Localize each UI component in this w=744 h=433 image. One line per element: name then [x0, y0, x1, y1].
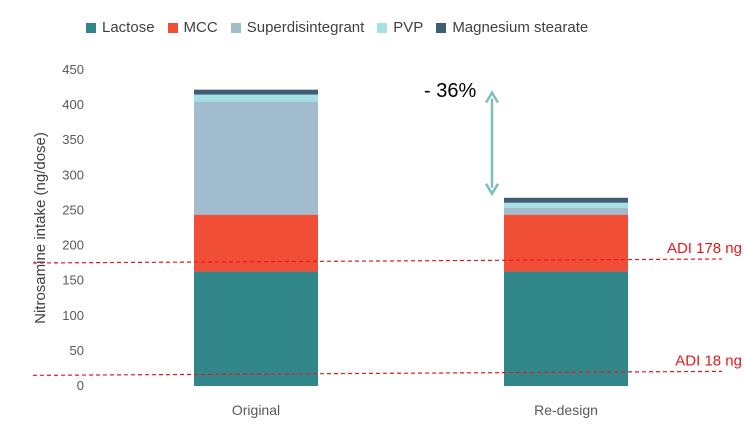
bar-segment-pvp-re-design	[504, 202, 628, 208]
legend-label: MCC	[183, 19, 218, 36]
legend-label: Superdisintegrant	[246, 19, 365, 36]
bar-segment-mcc-re-design	[504, 214, 628, 272]
reduction-arrow-head-top	[484, 90, 500, 104]
y-tick-label: 450	[62, 62, 84, 77]
legend-item-pvp: PVP	[377, 19, 423, 36]
legend-swatch	[436, 22, 447, 33]
reduction-arrow-head-bottom	[484, 183, 500, 197]
y-tick-label: 50	[70, 343, 84, 358]
legend-label: Magnesium stearate	[452, 19, 589, 36]
y-tick-label: 100	[62, 308, 84, 323]
legend-label: PVP	[393, 19, 424, 36]
legend-swatch	[230, 22, 241, 33]
bar-segment-superdisintegrant-re-design	[504, 207, 628, 215]
legend: Lactose MCC Superdisintegrant PVP Magnesium …	[86, 19, 601, 36]
x-category-label: Re-design	[534, 402, 598, 418]
bar-segment-superdisintegrant-original	[194, 101, 318, 215]
bar-segment-mcc-original	[194, 214, 318, 272]
bar-segment-pvp-original	[194, 94, 318, 102]
legend-item-lactose: Lactose	[86, 19, 155, 36]
bar-segment-magnesium-stearate-original	[194, 89, 318, 95]
legend-item-magnesium-stearate: Magnesium stearate	[436, 19, 588, 36]
y-tick-label: 300	[62, 167, 84, 182]
bar-segment-magnesium-stearate-re-design	[504, 197, 628, 203]
x-category-label: Original	[232, 402, 280, 418]
legend-label: Lactose	[102, 19, 155, 36]
legend-item-superdisintegrant: Superdisintegrant	[230, 19, 365, 36]
legend-swatch	[167, 22, 178, 33]
legend-item-mcc: MCC	[167, 19, 218, 36]
reference-line-label: ADI 178 ng	[667, 240, 742, 257]
y-tick-label: 0	[77, 378, 84, 393]
y-tick-label: 150	[62, 273, 84, 288]
y-tick-label: 400	[62, 97, 84, 112]
y-tick-label: 350	[62, 132, 84, 147]
reduction-annotation: - 36%	[424, 80, 476, 102]
legend-swatch	[86, 22, 96, 33]
bar-segment-lactose-re-design	[504, 271, 628, 386]
y-axis-label: Nitrosamine intake (ng/dose)	[32, 132, 49, 324]
reference-line-adi-18-ng	[32, 370, 723, 376]
bar-segment-lactose-original	[194, 271, 318, 386]
y-tick-label: 200	[62, 238, 84, 253]
reference-line-adi-178-ng	[32, 258, 723, 264]
reference-line-label: ADI 18 ng	[675, 352, 742, 369]
legend-swatch	[377, 22, 388, 33]
y-tick-label: 250	[62, 202, 84, 217]
